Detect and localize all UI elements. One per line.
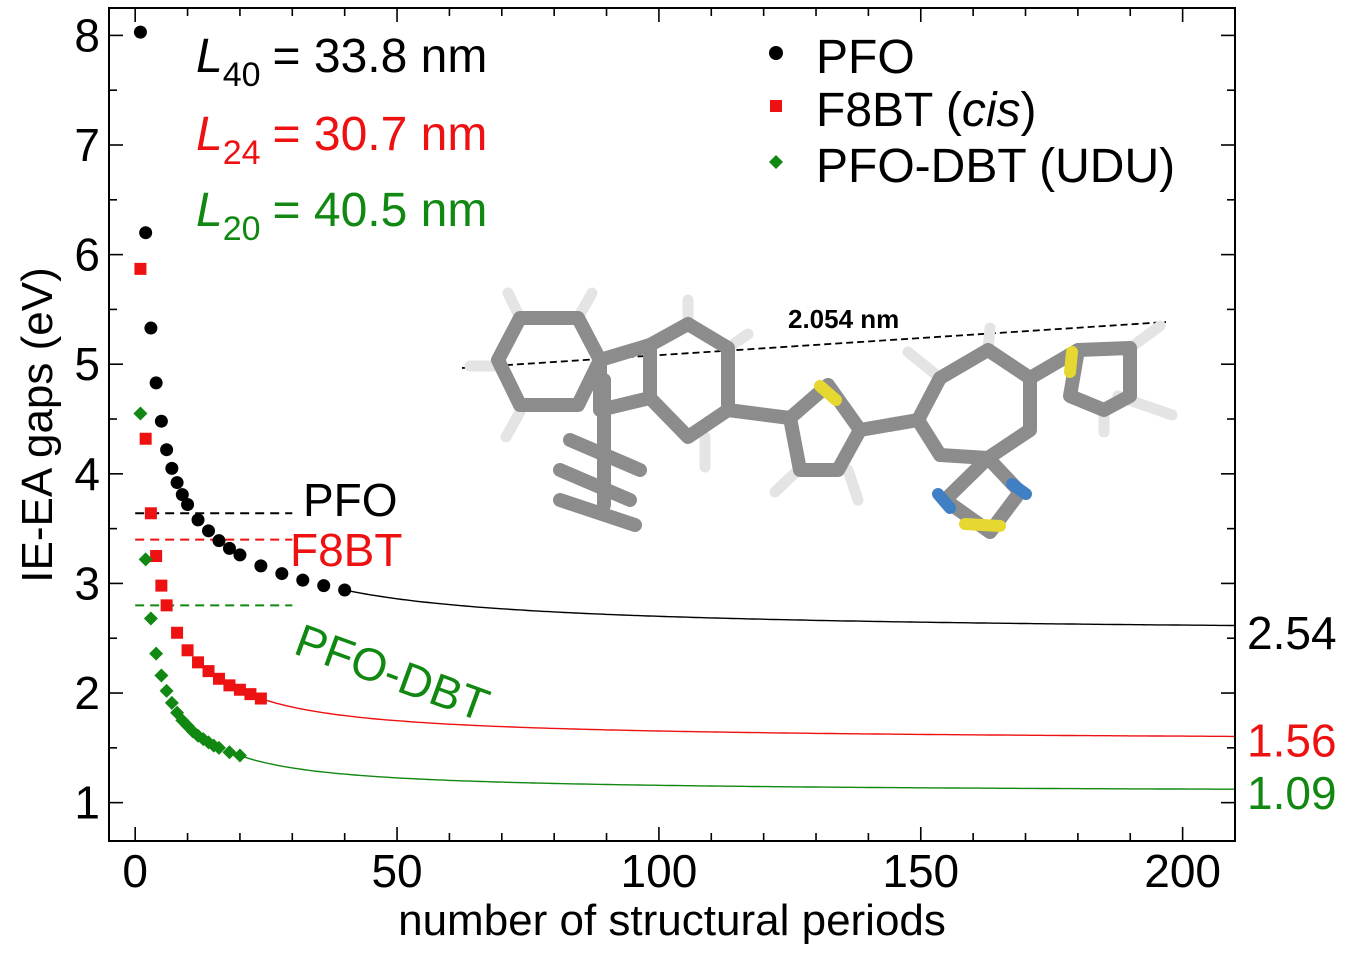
data-point <box>133 25 147 39</box>
data-point <box>164 695 179 710</box>
length-annotation-0: L40 = 33.8 nm <box>196 30 487 94</box>
data-point <box>232 748 247 763</box>
data-point <box>181 498 195 512</box>
data-point <box>233 683 246 696</box>
nitrogen-atoms <box>932 478 1032 514</box>
legend-label: PFO-DBT (UDU) <box>816 140 1175 193</box>
x-tick-label: 50 <box>371 845 422 897</box>
plot-frame <box>108 7 1236 842</box>
length-annotation-1: L24 = 30.7 nm <box>196 108 487 172</box>
data-point <box>211 740 226 755</box>
data-point <box>155 579 168 592</box>
data-point <box>149 646 164 661</box>
data-point <box>170 476 184 490</box>
length-annotation-text: L40 = 33.8 nm <box>196 30 487 94</box>
data-point <box>244 688 257 701</box>
length-annotation-2: L20 = 40.5 nm <box>196 184 487 248</box>
data-point <box>317 579 331 593</box>
molecule-length-line <box>461 321 1167 369</box>
y-tick-label: 1 <box>74 777 100 829</box>
data-point <box>171 626 184 639</box>
data-point <box>159 683 174 698</box>
legend-marker <box>769 46 783 60</box>
data-point <box>254 692 267 705</box>
data-point <box>192 656 205 669</box>
y-tick-label: 4 <box>74 448 100 500</box>
data-point <box>139 226 153 240</box>
data-point <box>233 548 247 562</box>
data-point <box>296 573 310 587</box>
y-axis-label: IE-EA gaps (eV) <box>13 267 62 582</box>
fit-curve-1 <box>260 697 1235 738</box>
legend-label: PFO <box>816 31 915 84</box>
legend-marker <box>770 100 782 112</box>
y-tick-label: 7 <box>74 119 100 171</box>
x-tick-label: 200 <box>1144 845 1221 897</box>
data-point <box>143 611 158 626</box>
legend-marker <box>769 155 783 169</box>
data-point <box>154 414 168 428</box>
y-tick-label: 8 <box>74 9 100 61</box>
fit-limit-label-0: 2.54 <box>1247 607 1337 659</box>
data-point <box>139 432 152 445</box>
data-point <box>138 552 153 567</box>
data-point <box>150 550 163 563</box>
data-point <box>212 672 225 685</box>
data-point <box>202 665 215 678</box>
data-point <box>165 461 179 475</box>
data-point <box>144 321 158 335</box>
data-point <box>254 559 268 573</box>
legend-entry-1: F8BT (cis) <box>770 84 1036 137</box>
fit-curve-0 <box>344 589 1235 627</box>
x-tick-label: 100 <box>621 845 698 897</box>
data-point <box>191 513 205 527</box>
legend-entry-2: PFO-DBT (UDU) <box>769 140 1175 193</box>
length-annotation-text: L20 = 40.5 nm <box>196 184 487 248</box>
data-point <box>275 567 289 581</box>
data-point <box>144 507 157 520</box>
y-tick-label: 5 <box>74 338 100 390</box>
data-point <box>222 745 237 760</box>
x-tick-label: 0 <box>122 845 148 897</box>
y-tick-label: 3 <box>74 557 100 609</box>
fit-curves <box>239 589 1235 790</box>
data-point <box>149 376 163 390</box>
x-tick-label: 150 <box>882 845 959 897</box>
data-point <box>160 599 173 612</box>
molecule-length-label: 2.054 nm <box>788 304 899 334</box>
legend-label: F8BT (cis) <box>816 84 1036 137</box>
sulfur-atoms <box>814 346 1078 532</box>
data-point <box>154 668 169 683</box>
reference-label-0: PFO <box>303 474 398 526</box>
data-point <box>134 262 147 275</box>
data-point <box>202 524 216 538</box>
axis-ticks <box>109 8 1236 841</box>
legend-entry-0: PFO <box>769 31 915 84</box>
fit-limit-label-1: 1.56 <box>1247 714 1337 766</box>
data-point <box>212 534 226 548</box>
data-point <box>222 541 236 555</box>
fit-limit-label-2: 1.09 <box>1247 767 1337 819</box>
data-point <box>223 679 236 692</box>
y-tick-label: 6 <box>74 229 100 281</box>
text-labels: 2.054 nm number of structural periods IE… <box>13 9 1337 945</box>
reference-label-1: F8BT <box>290 524 402 576</box>
molecule-structure <box>461 287 1178 539</box>
x-axis-label: number of structural periods <box>398 896 946 945</box>
data-point <box>181 644 194 657</box>
data-point <box>338 583 352 597</box>
data-point <box>133 406 148 421</box>
data-point <box>175 488 189 502</box>
y-tick-label: 2 <box>74 667 100 719</box>
length-annotation-text: L24 = 30.7 nm <box>196 108 487 172</box>
data-markers <box>133 25 352 763</box>
fit-curve-2 <box>239 754 1235 790</box>
data-point <box>160 443 174 457</box>
